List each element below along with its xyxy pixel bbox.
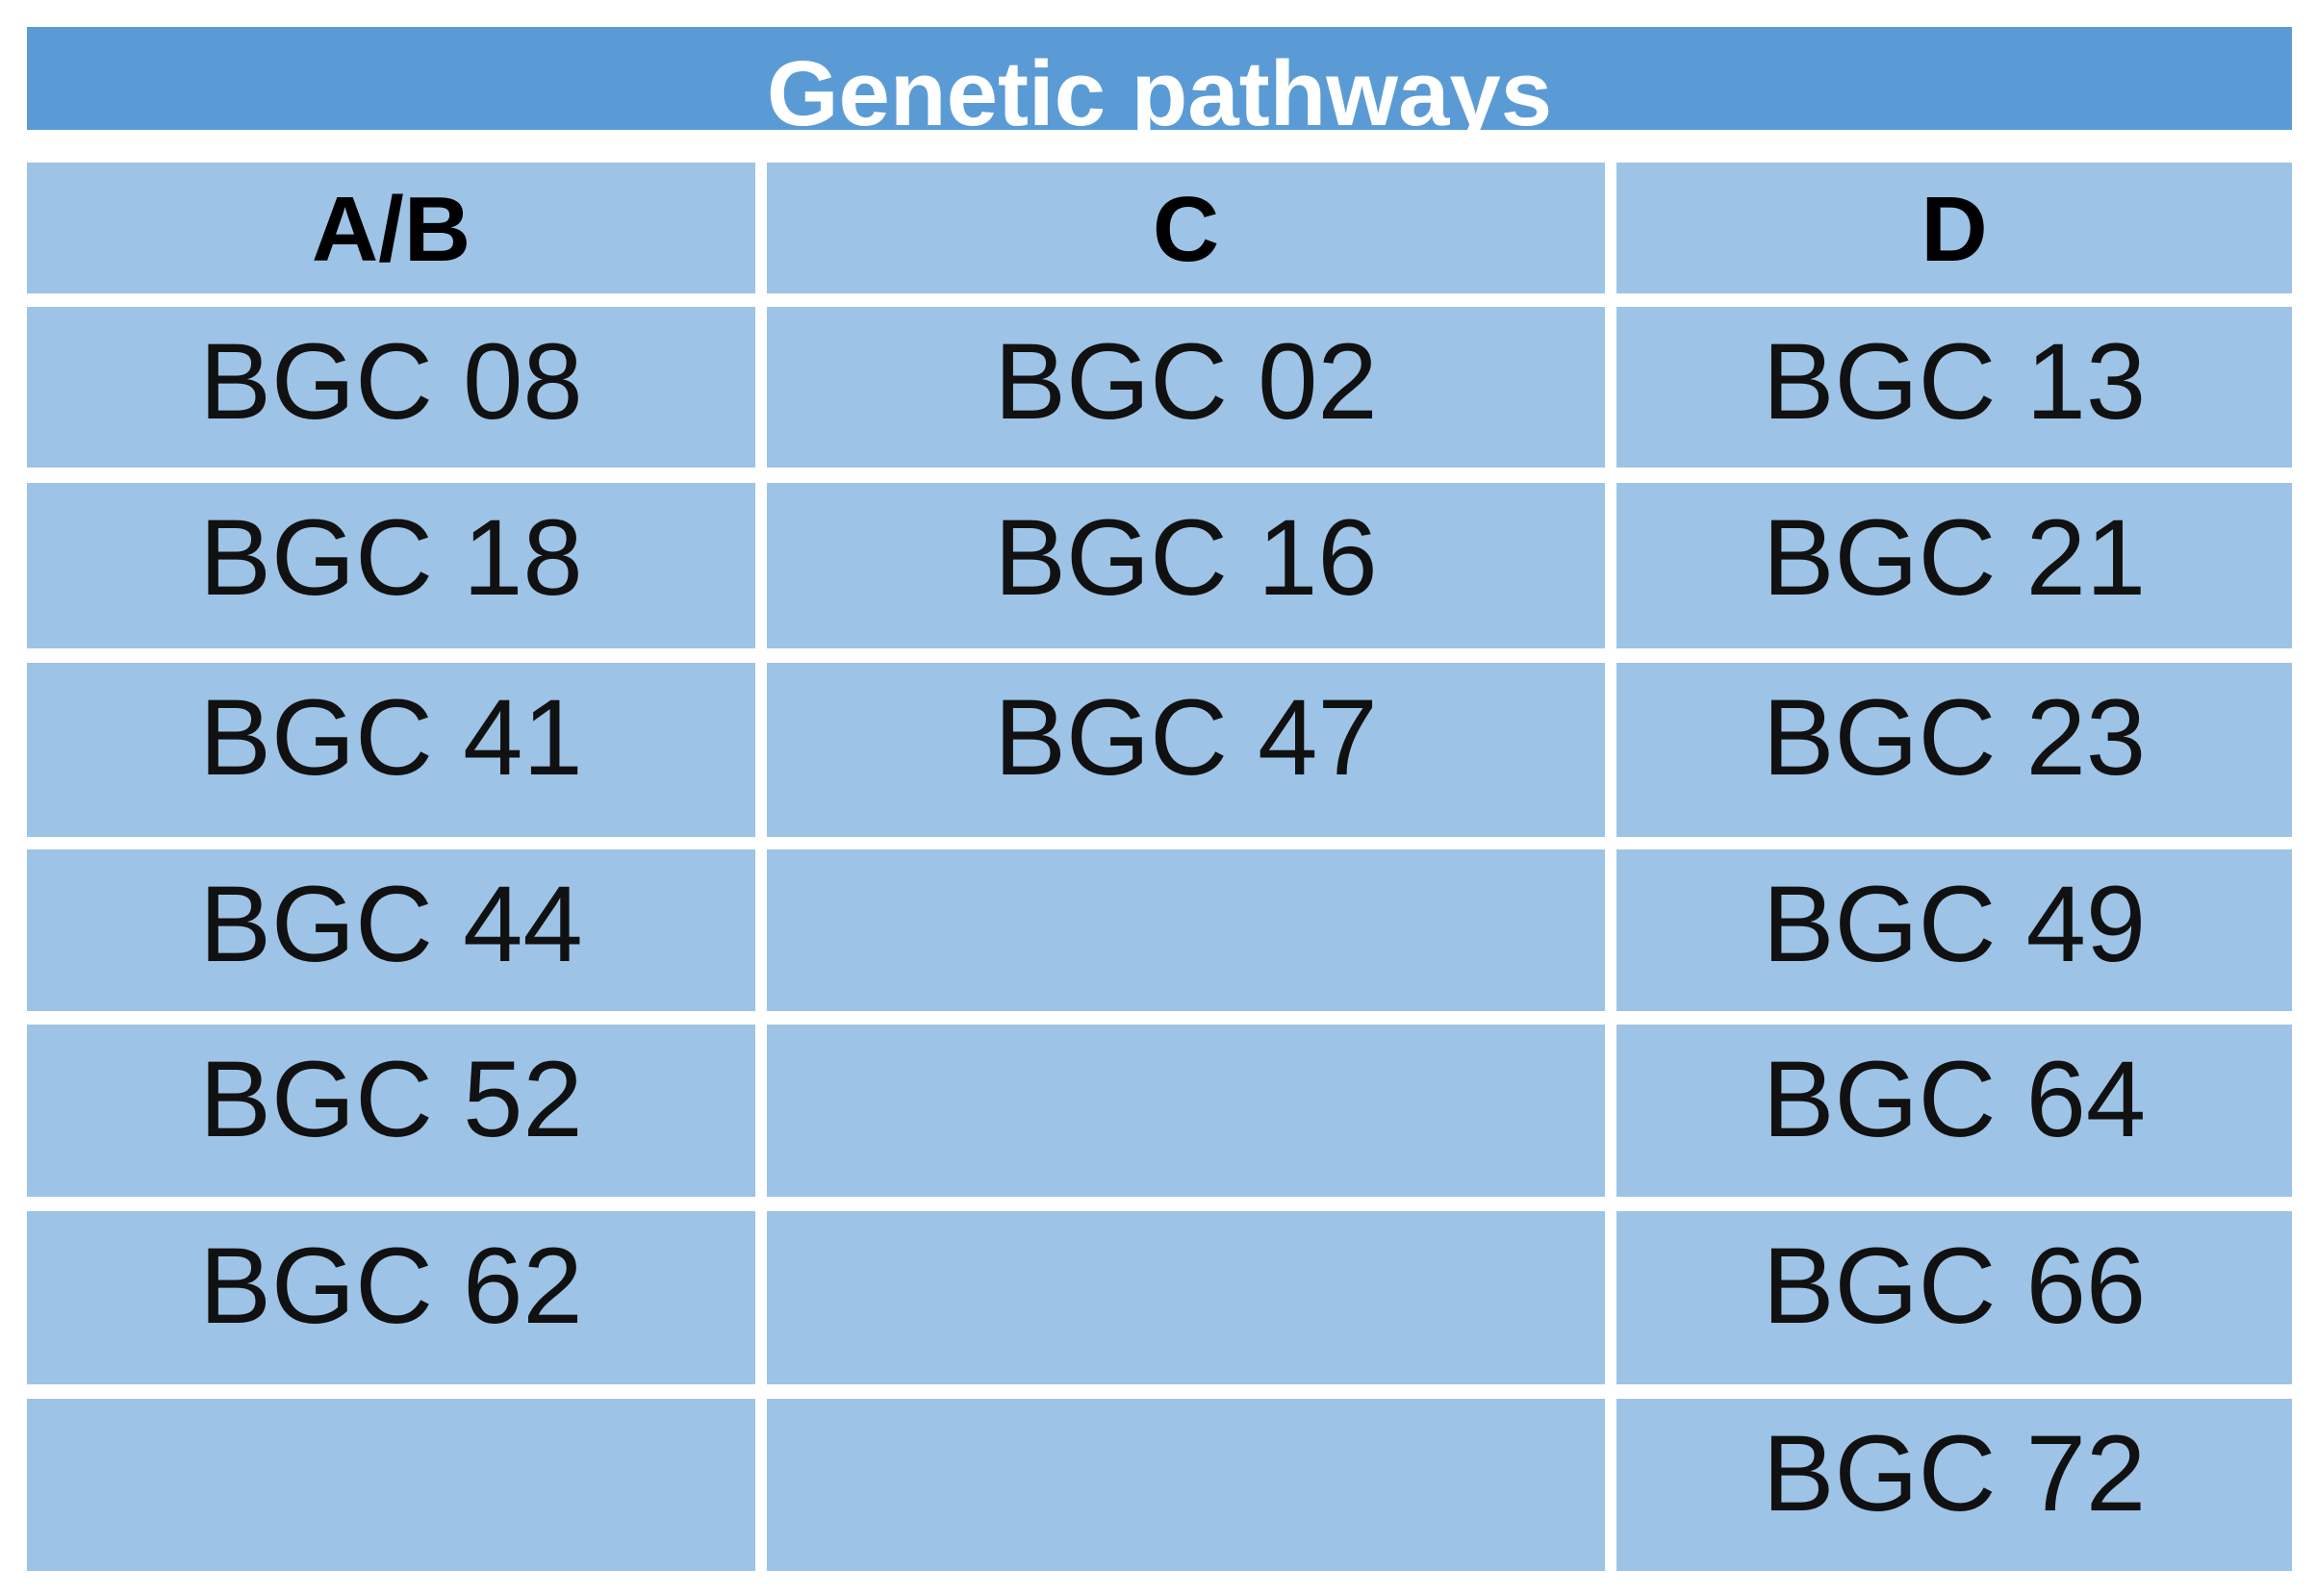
table-cell: BGC 23 xyxy=(1616,663,2292,837)
table-cell: BGC 21 xyxy=(1616,483,2292,648)
column-header: D xyxy=(1616,163,2292,293)
table-cell: BGC 62 xyxy=(27,1211,755,1384)
table-cell: BGC 08 xyxy=(27,307,755,468)
table-title: Genetic pathways xyxy=(27,27,2292,130)
table-cell: BGC 02 xyxy=(767,307,1605,468)
table-cell: BGC 18 xyxy=(27,483,755,648)
column-header: C xyxy=(767,163,1605,293)
table-cell: BGC 13 xyxy=(1616,307,2292,468)
column-header: A/B xyxy=(27,163,755,293)
empty-cell xyxy=(767,1025,1605,1197)
table-cell: BGC 49 xyxy=(1616,849,2292,1011)
empty-cell xyxy=(767,1211,1605,1384)
table-cell: BGC 72 xyxy=(1616,1399,2292,1571)
table-cell: BGC 41 xyxy=(27,663,755,837)
empty-cell xyxy=(27,1399,755,1571)
table-cell: BGC 64 xyxy=(1616,1025,2292,1197)
table-cell: BGC 16 xyxy=(767,483,1605,648)
table-cell: BGC 47 xyxy=(767,663,1605,837)
empty-cell xyxy=(767,849,1605,1011)
table-cell: BGC 44 xyxy=(27,849,755,1011)
table-cell: BGC 66 xyxy=(1616,1211,2292,1384)
empty-cell xyxy=(767,1399,1605,1571)
table-cell: BGC 52 xyxy=(27,1025,755,1197)
